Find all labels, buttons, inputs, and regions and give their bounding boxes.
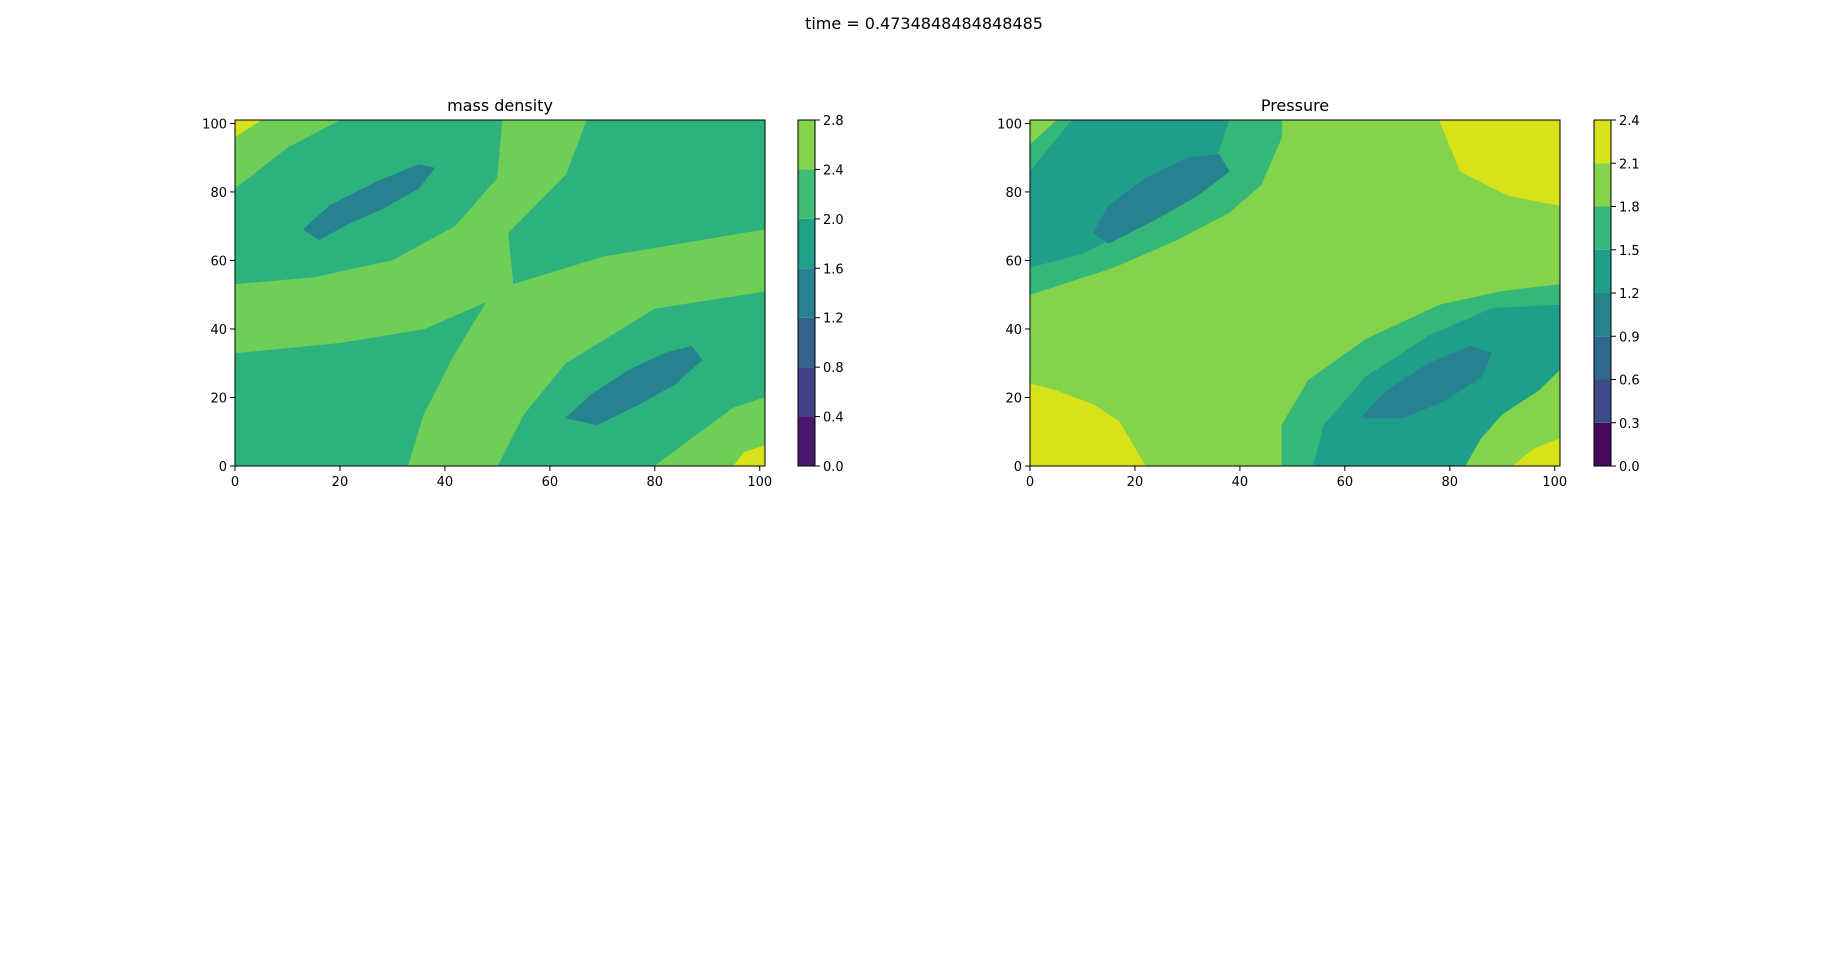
mass-density-y-tick-label: 20: [210, 391, 227, 406]
mass-density-colorbar-band-0: [798, 416, 815, 466]
pressure-colorbar: 0.0 0.3 0.6 0.9 1.2 1.5 1.8 2.1 2.4: [1593, 114, 1640, 475]
pressure-contour-region-6: [1439, 120, 1560, 206]
pressure-contour-region-11: [1465, 369, 1560, 466]
mass-density-contour-region-5: [302, 164, 435, 241]
pressure-axes-frame: [1029, 119, 1561, 467]
pressure-title: Pressure: [1261, 96, 1329, 115]
pressure-contour-region-3: [1092, 154, 1230, 244]
pressure-y-tick-label: 20: [1005, 391, 1022, 406]
pressure-y-tick-label: 40: [1005, 323, 1022, 338]
pressure-x-tick-label: 100: [1542, 475, 1567, 490]
mass-density-colorbar-band-3: [798, 268, 815, 318]
pressure-colorbar-band-2: [1594, 336, 1611, 380]
pressure-colorbar-tick-label: 0.3: [1619, 417, 1640, 432]
mass-density-y-tick-label: 80: [210, 186, 227, 201]
pressure-colorbar-tick-label: 1.5: [1619, 244, 1640, 259]
mass-density-x-tick-label: 100: [747, 475, 772, 490]
mass-density-colorbar-tick-label: 2.8: [823, 114, 844, 129]
mass-density-colorbar-band-2: [798, 317, 815, 368]
mass-density-contour-region-7: [654, 397, 765, 466]
mass-density-contour-region-1: [235, 120, 341, 189]
mass-density-contour-region-3: [235, 120, 587, 354]
mass-density-x-tick-label: 0: [231, 475, 239, 490]
mass-density-colorbar-tick-label: 2.4: [823, 163, 844, 178]
pressure-y-tick-label: 100: [997, 117, 1022, 132]
pressure-y-tick-label: 60: [1005, 254, 1022, 269]
pressure-y-tick-label: 0: [1014, 460, 1022, 475]
mass-density-colorbar-band-5: [798, 169, 815, 219]
pressure-contour-region-5: [1030, 120, 1057, 145]
mass-density-title: mass density: [447, 96, 553, 115]
pressure-colorbar-tick-label: 0.0: [1619, 460, 1640, 475]
mass-density-y-tick-label: 40: [210, 323, 227, 338]
pressure-colorbar-band-7: [1594, 120, 1611, 164]
mass-density-x-tick-label: 80: [647, 475, 664, 490]
mass-density-colorbar-tick-label: 0.4: [823, 411, 844, 426]
mass-density-colorbar-band-1: [798, 367, 815, 417]
pressure-colorbar-band-3: [1594, 293, 1611, 337]
mass-density-colorbar-tick-label: 0.0: [823, 460, 844, 475]
pressure-colorbar-band-5: [1594, 206, 1611, 250]
pressure-contour-region-7: [1030, 383, 1146, 466]
mass-density-contour-region-8: [733, 445, 765, 466]
mass-density-colorbar-frame: [797, 119, 816, 467]
mass-density-colorbar-tick-label: 2.0: [823, 213, 844, 228]
pressure-colorbar-tick-label: 2.1: [1619, 157, 1640, 172]
pressure-colorbar-tick-label: 0.6: [1619, 374, 1640, 389]
pressure-colorbar-tick-label: 0.9: [1619, 330, 1640, 345]
pressure-colorbar-band-4: [1594, 249, 1611, 293]
mass-density-axes-frame: [234, 119, 766, 467]
mass-density-contour-region-4: [407, 229, 765, 466]
pressure-colorbar-band-6: [1594, 163, 1611, 207]
pressure-x-tick-label: 0: [1026, 475, 1034, 490]
pressure-contours: [1030, 120, 1560, 466]
mass-density-contour-region-6: [565, 345, 703, 426]
pressure-y-tick-label: 80: [1005, 186, 1022, 201]
pressure-x-tick-label: 60: [1337, 475, 1354, 490]
mass-density-contours: [235, 120, 765, 466]
mass-density-x-tick-label: 60: [542, 475, 559, 490]
mass-density-colorbar: 0.0 0.4 0.8 1.2 1.6 2.0 2.4 2.8: [797, 114, 844, 475]
mass-density-y-tick-label: 60: [210, 254, 227, 269]
pressure-x-tick-label: 40: [1232, 475, 1249, 490]
pressure-colorbar-tick-label: 2.4: [1619, 114, 1640, 129]
pressure-contour-region-10: [1360, 345, 1493, 419]
pressure-colorbar-tick-label: 1.2: [1619, 287, 1640, 302]
pressure-colorbar-band-1: [1594, 379, 1611, 423]
mass-density-colorbar-tick-label: 0.8: [823, 361, 844, 376]
pressure-contour-region-12: [1512, 438, 1560, 466]
pressure-colorbar-band-0: [1594, 422, 1611, 466]
mass-density-colorbar-tick-label: 1.6: [823, 262, 844, 277]
pressure-colorbar-tick-label: 1.8: [1619, 201, 1640, 216]
mass-density-x-tick-label: 40: [437, 475, 454, 490]
mass-density-colorbar-band-6: [798, 120, 815, 170]
mass-density-colorbar-band-4: [798, 218, 815, 269]
mass-density-contour-region-2: [235, 120, 262, 138]
mass-density-colorbar-tick-label: 1.2: [823, 312, 844, 327]
pressure-x-tick-label: 80: [1442, 475, 1459, 490]
mass-density-x-tick-label: 20: [332, 475, 349, 490]
mass-density-y-tick-label: 0: [219, 460, 227, 475]
pressure-x-tick-label: 20: [1127, 475, 1144, 490]
mass-density-y-tick-label: 100: [202, 117, 227, 132]
figure-title: time = 0.4734848484848485: [805, 14, 1043, 33]
